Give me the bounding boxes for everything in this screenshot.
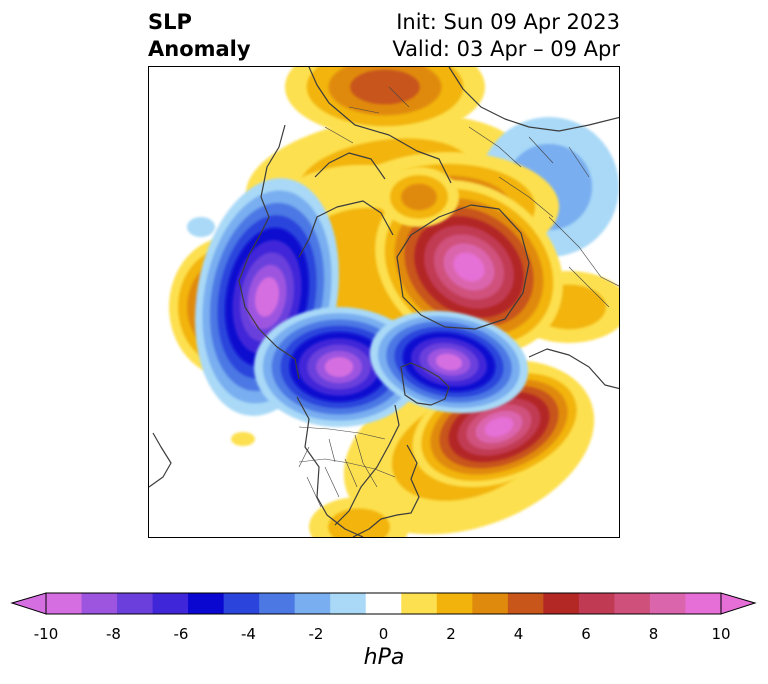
map-title: SLP Anomaly [148, 9, 251, 63]
anomaly-band-negative [254, 277, 280, 317]
anomaly-band-negative [324, 357, 354, 377]
colorbar-bin [365, 593, 402, 614]
colorbar-bin [117, 593, 154, 614]
anomaly-band-positive [231, 432, 255, 446]
anomaly-band-positive [350, 69, 420, 105]
colorbar-bin [330, 593, 367, 614]
anomaly-band-negative [187, 217, 215, 237]
colorbar-tick-label: 4 [513, 625, 524, 643]
colorbar-bin [436, 593, 473, 614]
colorbar-bin [649, 593, 687, 614]
colorbar-tick-label: 8 [648, 625, 659, 643]
colorbar-bin [507, 593, 544, 614]
colorbar-over-arrow [720, 592, 757, 615]
colorbar-bin [188, 593, 225, 614]
colorbar-bins [46, 593, 722, 614]
colorbar-unit-label: hPa [363, 645, 405, 670]
colorbar-tick-label: 2 [446, 625, 456, 643]
colorbar-bin [543, 593, 580, 614]
colorbar-bin [259, 593, 296, 614]
colorbar-tick-label: -8 [106, 625, 121, 643]
anomaly-band-positive [401, 183, 437, 211]
colorbar-bin [152, 593, 189, 614]
colorbar-tick-label: 6 [581, 625, 591, 643]
anomaly-fills [169, 67, 619, 537]
coastlines [149, 67, 619, 537]
colorbar-tick-label: -10 [33, 625, 59, 643]
country-borders [298, 86, 619, 508]
anomaly-map [148, 66, 620, 538]
map-dates: Init: Sun 09 Apr 2023 Valid: 03 Apr – 09… [392, 9, 620, 63]
colorbar-outline [45, 592, 722, 615]
colorbar-tick-label: -4 [241, 625, 256, 643]
valid-range: Valid: 03 Apr – 09 Apr [392, 37, 620, 61]
colorbar-bin [614, 593, 651, 614]
colorbar-tick-label: -2 [308, 625, 324, 643]
colorbar-bin [472, 593, 509, 614]
init-date: Init: Sun 09 Apr 2023 [396, 10, 620, 34]
colorbar [10, 592, 757, 615]
anomaly-band-negative [435, 353, 463, 371]
colorbar-bin [81, 593, 118, 614]
anomaly-band-positive [484, 416, 514, 438]
colorbar-bin [223, 593, 260, 614]
colorbar-bin [578, 593, 616, 614]
colorbar-bin [46, 593, 83, 614]
anomaly-map-svg [149, 67, 619, 537]
colorbar-tick-label: 0 [378, 625, 389, 643]
colorbar-bin [401, 593, 438, 614]
anomaly-band-positive [453, 252, 485, 282]
colorbar-under-arrow [10, 592, 47, 615]
title-anomaly: Anomaly [148, 37, 251, 61]
colorbar-bin [294, 593, 331, 614]
colorbar-tick-label: 10 [711, 625, 731, 643]
colorbar-tick-label: -6 [173, 625, 189, 643]
title-variable: SLP [148, 10, 192, 34]
colorbar-bin [685, 593, 722, 614]
